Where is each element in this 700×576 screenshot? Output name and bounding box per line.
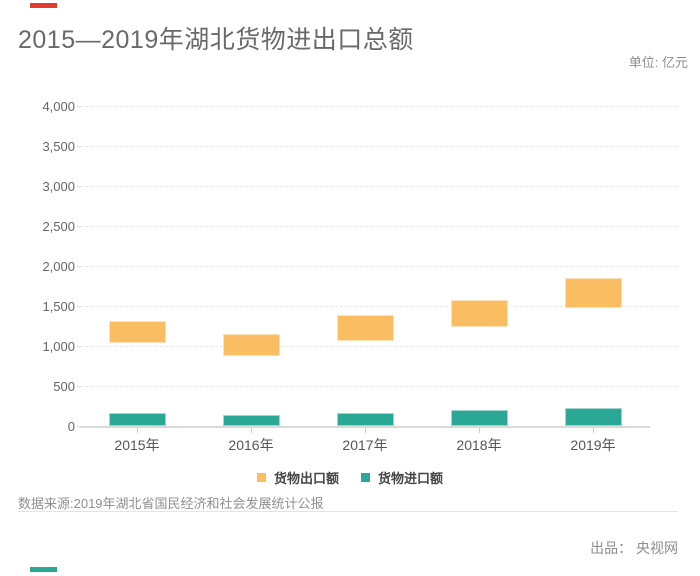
y-axis-tick-label: 1,500	[42, 299, 75, 314]
x-axis-tick-label: 2016年	[228, 437, 274, 453]
legend-swatch-icon	[256, 473, 266, 482]
y-axis-tick-label: 2,500	[42, 219, 75, 234]
gridline	[80, 266, 678, 267]
x-tick-mark	[251, 428, 252, 433]
gridline	[80, 386, 678, 387]
x-axis-line	[80, 426, 650, 428]
gridline	[80, 226, 678, 227]
y-axis-tick-label: 1,000	[42, 339, 75, 354]
page-title: 2015—2019年湖北货物进出口总额	[18, 26, 414, 54]
y-tick-mark	[77, 226, 83, 227]
export-bar[interactable]	[336, 314, 394, 341]
gridline	[80, 186, 678, 187]
teal-accent-dash	[30, 567, 57, 572]
footer-divider	[18, 511, 678, 512]
import-bar[interactable]	[336, 412, 394, 426]
chart-legend: 货物出口额 货物进口额	[0, 468, 700, 487]
x-axis-tick-label: 2017年	[342, 437, 388, 453]
legend-item[interactable]: 货物出口额	[256, 468, 339, 487]
y-axis-tick-label: 4,000	[42, 99, 75, 114]
data-source-note: 数据来源:2019年湖北省国民经济和社会发展统计公报	[18, 496, 324, 511]
y-tick-mark	[77, 426, 83, 427]
producer-credit: 出品： 央视网	[590, 540, 678, 556]
unit-label: 单位: 亿元	[628, 55, 688, 70]
legend-label: 货物进口额	[378, 471, 444, 486]
y-tick-mark	[77, 146, 83, 147]
export-bar[interactable]	[108, 321, 166, 343]
y-axis-tick-label: 3,000	[42, 179, 75, 194]
x-tick-mark	[479, 428, 480, 433]
gridline	[80, 306, 678, 307]
red-accent-dash	[30, 3, 57, 8]
x-axis-tick-label: 2019年	[570, 437, 616, 453]
export-bar[interactable]	[564, 278, 622, 308]
y-tick-mark	[77, 186, 83, 187]
gridline	[80, 106, 678, 107]
legend-label: 货物出口额	[273, 471, 339, 486]
y-axis-tick-label: 500	[53, 379, 75, 394]
y-axis-tick-label: 0	[67, 419, 75, 434]
x-tick-mark	[365, 428, 366, 433]
y-tick-mark	[77, 306, 83, 307]
x-tick-mark	[593, 428, 594, 433]
import-bar[interactable]	[222, 414, 280, 426]
legend-swatch-icon	[361, 473, 370, 482]
gridline	[80, 346, 678, 347]
y-tick-mark	[77, 266, 83, 267]
x-axis-tick-label: 2015年	[114, 437, 160, 453]
import-bar[interactable]	[108, 413, 166, 426]
y-axis-tick-label: 2,000	[42, 259, 75, 274]
y-tick-mark	[77, 106, 83, 107]
y-tick-mark	[77, 386, 83, 387]
import-bar[interactable]	[450, 409, 508, 426]
import-bar[interactable]	[564, 407, 622, 426]
legend-item[interactable]: 货物进口额	[361, 468, 443, 487]
x-axis-tick-label: 2018年	[456, 437, 502, 453]
y-tick-mark	[77, 346, 83, 347]
y-axis-tick-label: 3,500	[42, 139, 75, 154]
export-bar[interactable]	[450, 300, 508, 327]
gridline	[80, 146, 678, 147]
export-bar[interactable]	[222, 334, 280, 356]
x-tick-mark	[137, 428, 138, 433]
